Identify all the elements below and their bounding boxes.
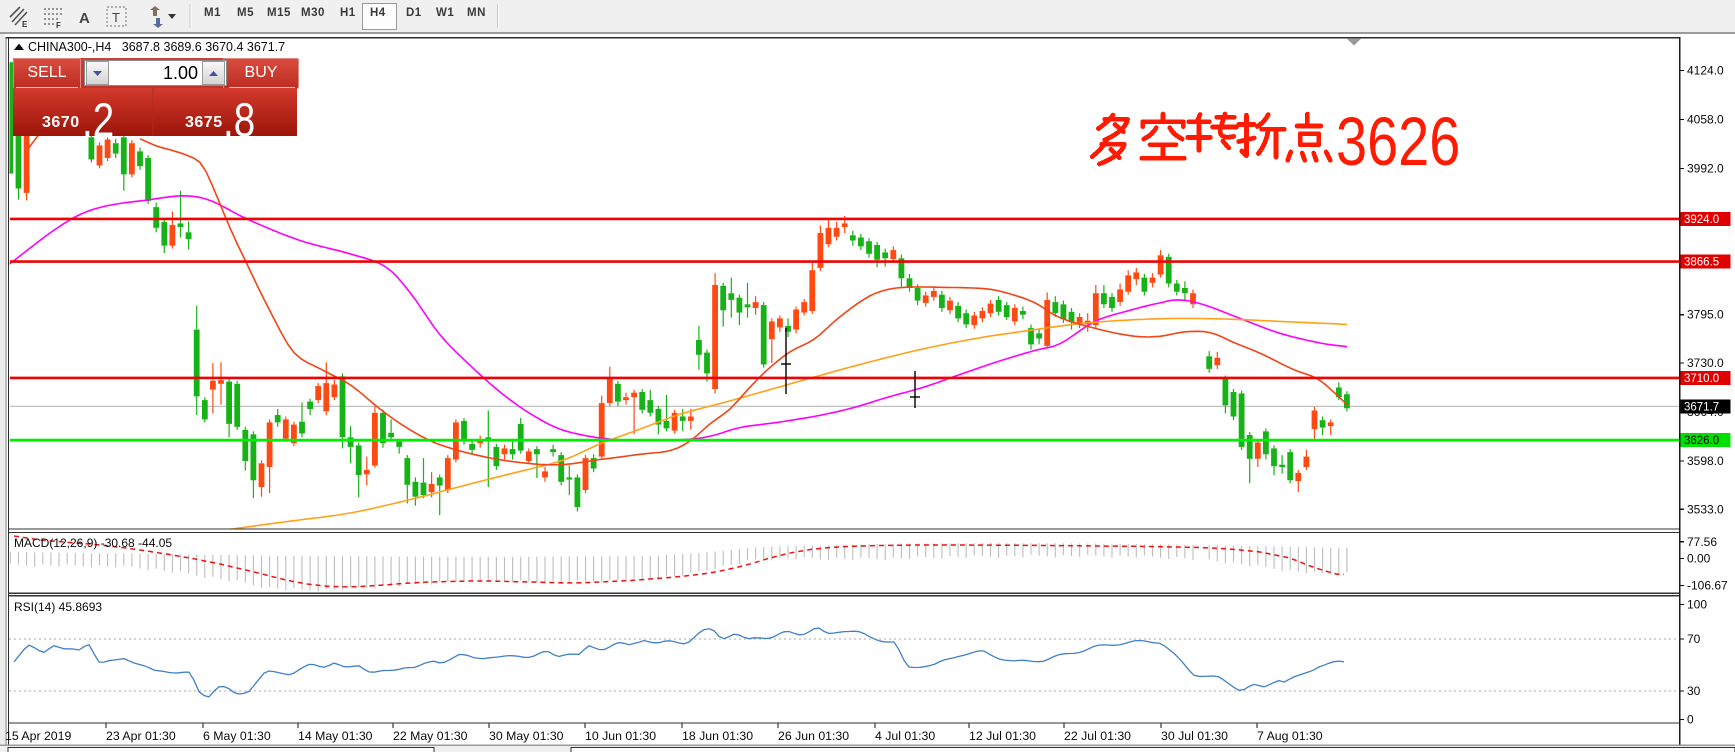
svg-text:30 Jul 01:30: 30 Jul 01:30 [1161,729,1228,743]
svg-text:0.00: 0.00 [1687,552,1711,566]
svg-text:F: F [56,21,61,30]
svg-text:22 Jul 01:30: 22 Jul 01:30 [1064,729,1131,743]
svg-text:26 Jun 01:30: 26 Jun 01:30 [778,729,849,743]
svg-text:MACD(12,26,9) -30.68 -44.05: MACD(12,26,9) -30.68 -44.05 [14,536,172,550]
svg-text:E: E [22,20,28,29]
svg-text:4 Jul 01:30: 4 Jul 01:30 [875,729,935,743]
svg-text:RSI(14) 45.8693: RSI(14) 45.8693 [14,600,102,614]
svg-text:70: 70 [1687,632,1701,646]
svg-text:CHINA300-,H4 3687.8 3689.6 3: CHINA300-,H4 3687.8 3689.6 3670.4 3671.7 [28,40,285,54]
svg-text:10 Jun 01:30: 10 Jun 01:30 [585,729,656,743]
svg-text:22 May 01:30: 22 May 01:30 [393,729,468,743]
svg-text:12 Jul 01:30: 12 Jul 01:30 [969,729,1036,743]
svg-text:7 Aug 01:30: 7 Aug 01:30 [1257,729,1323,743]
svg-text:4124.0: 4124.0 [1687,63,1724,77]
svg-text:3992.0: 3992.0 [1687,161,1724,175]
svg-text:14 May 01:30: 14 May 01:30 [298,729,373,743]
svg-text:T: T [112,10,120,25]
svg-text:3710.0: 3710.0 [1684,373,1719,385]
svg-text:3626.0: 3626.0 [1684,435,1719,447]
svg-text:A: A [79,10,90,27]
svg-text:3924.0: 3924.0 [1684,214,1719,226]
svg-text:4058.0: 4058.0 [1687,112,1724,126]
svg-text:3626: 3626 [1336,103,1460,180]
svg-text:15 Apr 2019: 15 Apr 2019 [5,729,71,743]
svg-text:0: 0 [1687,713,1694,727]
svg-text:3671.7: 3671.7 [1684,401,1719,413]
svg-text:3533.0: 3533.0 [1687,502,1724,516]
svg-text:6 May 01:30: 6 May 01:30 [203,729,271,743]
svg-text:100: 100 [1687,598,1707,612]
svg-text:3866.5: 3866.5 [1684,257,1719,269]
svg-text:18 Jun 01:30: 18 Jun 01:30 [682,729,753,743]
svg-text:-106.67: -106.67 [1687,578,1728,592]
svg-text:3730.0: 3730.0 [1687,356,1724,370]
svg-text:3795.0: 3795.0 [1687,308,1724,322]
svg-text:30 May 01:30: 30 May 01:30 [489,729,564,743]
svg-text:77.56: 77.56 [1687,535,1717,549]
svg-text:30: 30 [1687,684,1701,698]
svg-text:23 Apr 01:30: 23 Apr 01:30 [106,729,176,743]
svg-text:3598.0: 3598.0 [1687,454,1724,468]
